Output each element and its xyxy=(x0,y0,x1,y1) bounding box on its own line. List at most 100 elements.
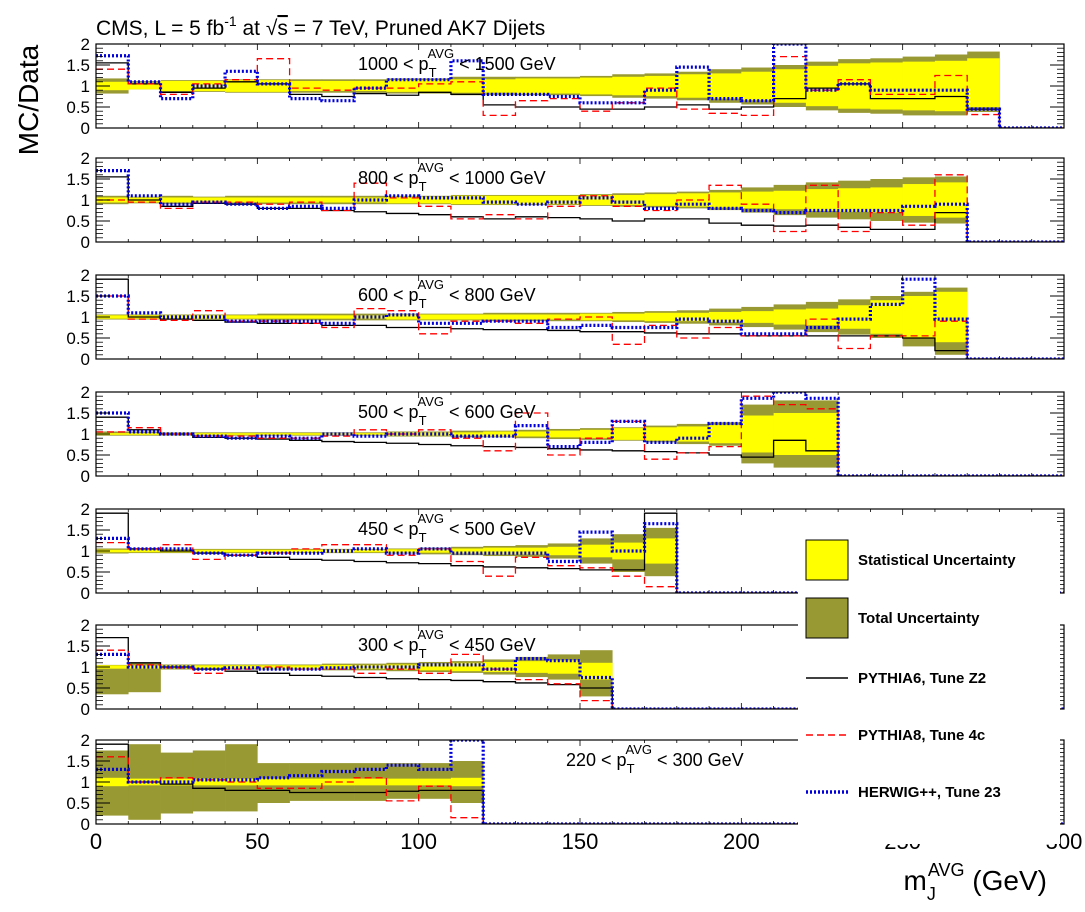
stat-band-bin xyxy=(450,314,484,320)
y-tick-label: 0 xyxy=(81,233,90,252)
stat-band-bin xyxy=(257,433,290,435)
stat-band-bin xyxy=(547,195,581,205)
stat-band-bin xyxy=(289,433,323,435)
legend: Statistical Uncertainty Total Uncertaint… xyxy=(798,524,1060,844)
y-tick-label: 2 xyxy=(81,35,90,54)
stat-band-bin xyxy=(902,296,936,338)
stat-band-bin xyxy=(580,429,613,439)
y-axis-label: MC/Data xyxy=(13,44,44,155)
stat-band-bin xyxy=(289,778,323,786)
stat-band-bin xyxy=(96,81,129,91)
herwig-line xyxy=(96,277,1064,359)
stat-band-bin xyxy=(934,60,968,112)
y-tick-label: 0 xyxy=(81,700,90,719)
pythia8-line xyxy=(96,395,1064,476)
stat-band-bin xyxy=(483,195,516,205)
y-tick-label: 1 xyxy=(81,658,90,677)
stat-band-bin xyxy=(289,197,323,203)
panel-label: 500 < pTAVG < 600 GeV xyxy=(358,394,536,428)
x-tick-label: 200 xyxy=(723,829,760,854)
stat-band-bin xyxy=(741,71,774,101)
stat-band-bin xyxy=(580,544,613,558)
stat-band-bin xyxy=(96,549,129,553)
stat-band-bin xyxy=(321,433,355,435)
stat-band-bin xyxy=(934,182,968,218)
y-tick-label: 1 xyxy=(81,425,90,444)
stat-band-bin xyxy=(934,291,968,343)
stat-band-bin xyxy=(386,664,419,670)
stat-band-bin xyxy=(805,65,839,107)
stat-band-bin xyxy=(902,61,936,111)
stat-band-bin xyxy=(547,430,581,438)
stat-band-bin xyxy=(483,661,516,673)
stat-band-bin xyxy=(192,549,226,553)
stat-band-bin xyxy=(838,188,871,212)
y-tick-label: 0.5 xyxy=(66,98,90,117)
chart-title: CMS, L = 5 fb-1 at √s = 7 TeV, Pruned AK… xyxy=(96,13,545,40)
legend-total-swatch xyxy=(805,597,849,639)
stat-band-bin xyxy=(515,547,549,555)
stat-band-bin xyxy=(418,663,452,671)
stat-band-bin xyxy=(257,665,290,669)
pythia8-line xyxy=(96,649,1064,709)
panel-content xyxy=(96,512,1064,593)
stat-band-bin xyxy=(192,315,226,319)
stat-band-bin xyxy=(709,424,742,444)
x-tick-label: 100 xyxy=(400,829,437,854)
panel-3: 0 0.5 1 1.5 2 600 < pTAVG < 800 GeV xyxy=(66,266,1065,369)
stat-band-bin xyxy=(709,73,742,99)
stat-band-bin xyxy=(838,63,871,109)
stat-band-bin xyxy=(515,661,549,673)
stat-band-bin xyxy=(547,78,581,94)
y-tick-label: 2 xyxy=(81,500,90,519)
herwig-line xyxy=(96,392,1064,476)
y-tick-label: 2 xyxy=(81,616,90,635)
stat-band-bin xyxy=(805,308,839,326)
stat-band-bin xyxy=(580,194,613,206)
stat-band-bin xyxy=(612,76,645,96)
panel-2: 0 0.5 1 1.5 2 800 < pTAVG < 1000 GeV xyxy=(66,149,1065,252)
stat-band-bin xyxy=(644,427,678,441)
stat-band-bin xyxy=(676,426,710,442)
stat-band-bin xyxy=(257,778,290,786)
stat-band-bin xyxy=(450,777,484,787)
herwig-line xyxy=(96,652,1064,709)
stat-band-bin xyxy=(644,75,678,97)
stat-band-bin xyxy=(321,197,355,203)
y-tick-label: 0 xyxy=(81,467,90,486)
stat-band-bin xyxy=(96,315,129,319)
stat-band-bin xyxy=(192,433,226,435)
stat-band-bin xyxy=(515,78,549,94)
stat-band-bin xyxy=(418,196,452,204)
stat-band-bin xyxy=(483,79,516,93)
stat-band-bin xyxy=(838,305,871,329)
stat-band-bin xyxy=(676,312,710,322)
stat-band-bin xyxy=(418,778,452,786)
stat-band-bin xyxy=(483,431,516,437)
stat-band-bin xyxy=(128,549,161,553)
stat-band-bin xyxy=(192,197,226,203)
legend-pythia6-label: PYTHIA6, Tune Z2 xyxy=(858,670,986,687)
stat-band-bin xyxy=(289,315,323,319)
y-tick-label: 0 xyxy=(81,815,90,834)
y-tick-label: 0 xyxy=(81,350,90,369)
y-tick-label: 1.5 xyxy=(66,404,90,423)
y-tick-label: 2 xyxy=(81,149,90,168)
stat-band-bin xyxy=(515,195,549,205)
y-tick-label: 1 xyxy=(81,308,90,327)
stat-band-bin xyxy=(870,62,903,110)
stat-band-bin xyxy=(547,546,581,556)
y-tick-label: 1 xyxy=(81,542,90,561)
panel-label: 220 < pTAVG < 300 GeV xyxy=(566,742,744,776)
y-tick-label: 1.5 xyxy=(66,752,90,771)
herwig-line xyxy=(96,522,1064,593)
stat-band-bin xyxy=(644,194,678,206)
stat-band-bin xyxy=(450,195,484,205)
legend-stat-swatch xyxy=(805,539,849,581)
stat-band-bin xyxy=(386,196,419,204)
y-tick-label: 2 xyxy=(81,266,90,285)
x-tick-label: 150 xyxy=(562,829,599,854)
